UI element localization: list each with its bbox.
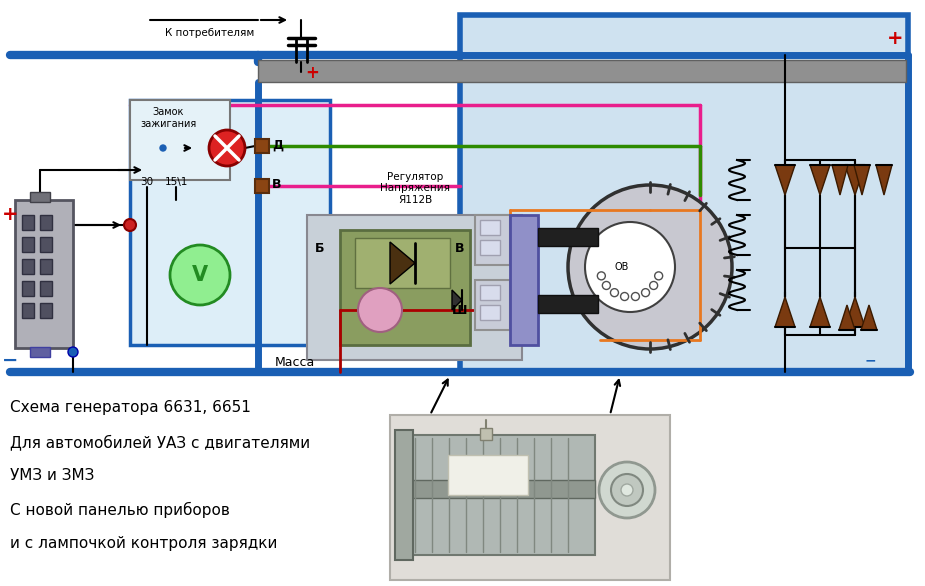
FancyBboxPatch shape [30,192,50,202]
Text: Д: Д [272,138,283,152]
Polygon shape [810,297,830,327]
FancyBboxPatch shape [480,220,500,235]
Text: К потребителям: К потребителям [166,28,254,38]
FancyBboxPatch shape [538,228,598,246]
Text: Б: Б [315,241,325,254]
FancyBboxPatch shape [448,455,528,495]
Text: Регулятор
Напряжения
Я112В: Регулятор Напряжения Я112В [380,172,450,205]
FancyBboxPatch shape [40,259,52,274]
FancyBboxPatch shape [255,179,269,193]
FancyBboxPatch shape [30,347,50,357]
FancyBboxPatch shape [355,238,450,288]
Polygon shape [775,165,795,195]
Polygon shape [839,305,855,330]
Polygon shape [845,297,865,327]
FancyBboxPatch shape [258,60,906,82]
FancyBboxPatch shape [510,215,538,345]
Text: С новой панелью приборов: С новой панелью приборов [10,502,230,518]
Polygon shape [861,305,877,330]
Text: Замок
зажигания: Замок зажигания [140,107,196,129]
Polygon shape [452,290,462,310]
FancyBboxPatch shape [22,281,34,296]
Circle shape [568,185,732,349]
Text: +: + [887,29,903,47]
Polygon shape [854,165,870,195]
FancyBboxPatch shape [405,480,595,498]
FancyBboxPatch shape [480,305,500,320]
FancyBboxPatch shape [40,237,52,252]
Circle shape [209,130,245,166]
FancyBboxPatch shape [475,280,510,330]
Polygon shape [390,242,415,284]
FancyBboxPatch shape [390,415,670,580]
FancyBboxPatch shape [405,435,595,555]
Circle shape [124,219,136,231]
FancyBboxPatch shape [480,428,492,440]
Text: +: + [2,206,19,224]
Circle shape [160,145,166,151]
Polygon shape [775,297,795,327]
Circle shape [358,288,402,332]
Text: Для автомобилей УАЗ с двигателями: Для автомобилей УАЗ с двигателями [10,434,310,450]
FancyBboxPatch shape [340,230,470,345]
Text: Схема генератора 6631, 6651: Схема генератора 6631, 6651 [10,400,251,415]
Circle shape [585,222,675,312]
Circle shape [611,474,643,506]
FancyBboxPatch shape [22,259,34,274]
Circle shape [170,245,230,305]
Polygon shape [845,165,865,195]
Text: В: В [272,179,281,192]
Text: ОВ: ОВ [615,262,629,272]
Text: V: V [192,265,208,285]
Polygon shape [810,165,830,195]
FancyBboxPatch shape [22,237,34,252]
FancyBboxPatch shape [395,430,413,560]
FancyBboxPatch shape [15,200,73,348]
Circle shape [599,462,655,518]
FancyBboxPatch shape [480,285,500,300]
FancyBboxPatch shape [460,15,908,372]
FancyBboxPatch shape [538,295,598,313]
Text: УМЗ и ЗМЗ: УМЗ и ЗМЗ [10,468,94,483]
Text: 30: 30 [141,177,154,187]
Text: и с лампочкой контроля зарядки: и с лампочкой контроля зарядки [10,536,278,551]
Text: +: + [305,64,319,82]
FancyBboxPatch shape [22,303,34,318]
FancyBboxPatch shape [40,281,52,296]
Text: Ш: Ш [452,304,468,316]
Text: −: − [2,350,19,370]
Circle shape [621,484,633,496]
FancyBboxPatch shape [40,303,52,318]
Text: −: − [864,353,876,367]
FancyBboxPatch shape [255,139,269,153]
FancyBboxPatch shape [130,100,330,345]
Circle shape [68,347,78,357]
FancyBboxPatch shape [307,215,522,360]
Polygon shape [832,165,848,195]
Polygon shape [876,165,892,195]
FancyBboxPatch shape [475,215,510,265]
Text: 15\1: 15\1 [165,177,188,187]
Text: Масса: Масса [275,356,315,369]
Text: В: В [455,241,464,254]
FancyBboxPatch shape [130,100,230,180]
FancyBboxPatch shape [480,240,500,255]
FancyBboxPatch shape [40,215,52,230]
FancyBboxPatch shape [22,215,34,230]
